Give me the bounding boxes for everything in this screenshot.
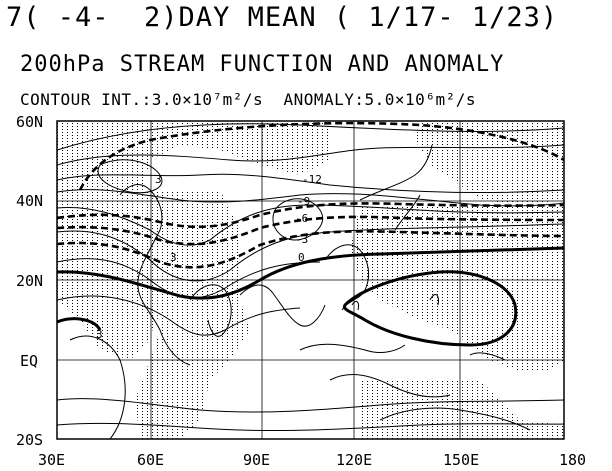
lat-label-40n: 40N (16, 192, 44, 210)
lat-label-20s: 20S (16, 431, 44, 449)
lat-label-eq: EQ (20, 352, 39, 370)
lon-label-60e: 60E (137, 451, 165, 469)
lon-label-180: 180 (559, 451, 587, 469)
lon-label-30e: 30E (38, 451, 66, 469)
contour-label-group: -12 -9 -6 -3 0 3 3 3 (96, 173, 322, 341)
lat-label-60n: 60N (16, 113, 44, 131)
lon-label-120e: 120E (336, 451, 373, 469)
title-contour-interval: CONTOUR INT.:3.0×10⁷m²/s ANOMALY:5.0×10⁶… (20, 90, 476, 109)
contour-label: 3 (96, 328, 103, 341)
contour-label: -3 (295, 233, 308, 246)
map-frame (56, 120, 565, 440)
lon-label-150e: 150E (443, 451, 480, 469)
contour-label: 3 (155, 173, 162, 186)
contour-label: -12 (302, 173, 322, 186)
contour-label: 0 (298, 251, 305, 264)
contour-label: -6 (295, 212, 308, 225)
title-period: 7( -4- 2)DAY MEAN ( 1/17- 1/23) (6, 2, 559, 33)
lat-label-20n: 20N (16, 272, 44, 290)
stream-function-contours (57, 123, 564, 439)
contour-label: 3 (170, 251, 177, 264)
coastlines (119, 144, 531, 431)
anomaly-positive-contours (57, 246, 564, 347)
lon-label-90e: 90E (243, 451, 271, 469)
anomaly-negative-contours (57, 121, 564, 269)
contour-label: -9 (297, 195, 310, 208)
title-variable: 200hPa STREAM FUNCTION AND ANOMALY (20, 52, 505, 77)
